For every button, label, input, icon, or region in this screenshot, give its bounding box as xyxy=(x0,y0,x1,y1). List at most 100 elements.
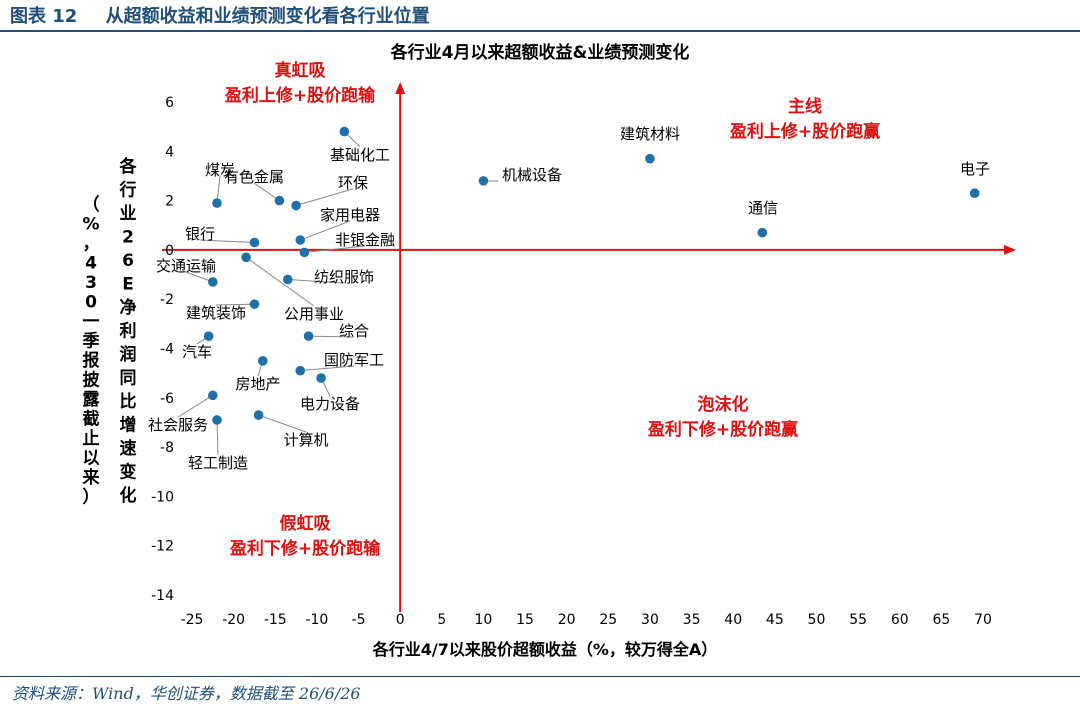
data-point xyxy=(339,126,350,137)
data-point xyxy=(274,195,285,206)
leader-line xyxy=(245,256,315,307)
leader-line xyxy=(304,245,366,253)
y-label-char: 4 xyxy=(85,254,97,274)
figure-title: 图表 12 从超额收益和业绩预测变化看各行业位置 xyxy=(10,2,430,28)
x-tick-label: 60 xyxy=(891,612,909,628)
y-label-char: 各 xyxy=(119,156,138,177)
x-tick-label: -20 xyxy=(222,612,245,628)
source-note: 资料来源：Wind，华创证券，数据截至 26/6/26 xyxy=(12,684,361,703)
point-label: 综合 xyxy=(339,322,369,340)
x-tick-label: 50 xyxy=(808,612,826,628)
y-axis-arrow xyxy=(395,82,406,94)
point-label: 有色金属 xyxy=(224,168,284,186)
y-label-char: 业 xyxy=(120,204,137,224)
bottom-rule xyxy=(0,676,1080,677)
data-point xyxy=(478,176,489,186)
point-label: 房地产 xyxy=(235,375,280,393)
x-tick-label: -10 xyxy=(305,612,328,628)
point-label: 煤炭 xyxy=(205,161,235,179)
point-label: 轻工制造 xyxy=(188,454,248,472)
y-label-char: 报 xyxy=(83,350,100,371)
point-label: 建筑材料 xyxy=(620,125,680,143)
data-point xyxy=(757,227,768,238)
y-tick-label: 0 xyxy=(165,243,174,259)
data-point xyxy=(295,365,306,376)
y-label-char: 季 xyxy=(83,331,100,352)
quadrant-title: 真虹吸 xyxy=(275,60,327,81)
leader-line xyxy=(308,335,355,338)
y-label-char: 截 xyxy=(83,409,100,430)
y-tick-label: -2 xyxy=(160,292,174,308)
figure-label: 图表 12 xyxy=(10,6,78,27)
data-point xyxy=(645,153,655,164)
x-axis-label: 各行业4/7以来股价超额收益（%，较万得全A） xyxy=(372,640,718,659)
leader-line xyxy=(295,188,354,207)
point-label: 交通运输 xyxy=(156,257,216,275)
y-label-char: ） xyxy=(83,487,100,508)
data-point xyxy=(295,235,306,245)
tick-labels: -25 -20 -15 -10 -5 0 5 10 15 20 25 30 35 40 45 50 55 60 65… xyxy=(151,95,992,628)
y-label-char: 比 xyxy=(120,391,137,412)
leader-line xyxy=(177,394,214,418)
data-point xyxy=(241,252,251,263)
x-tick-label: 40 xyxy=(724,612,742,628)
y-tick-label: -14 xyxy=(151,588,174,604)
y-label-char: ， xyxy=(83,234,100,254)
y-label-char: 行 xyxy=(119,180,137,201)
point-label: 环保 xyxy=(338,174,368,192)
chart-title: 各行业4月以来超额收益&业绩预测变化 xyxy=(390,42,690,63)
x-tick-label: 35 xyxy=(683,612,701,628)
y-label-char: 以 xyxy=(83,449,100,469)
leader-line xyxy=(215,303,255,306)
y-tick-label: -10 xyxy=(151,489,174,505)
point-label: 汽车 xyxy=(182,343,212,361)
point-label: 电力设备 xyxy=(300,395,360,413)
leader-line xyxy=(300,220,351,241)
leader-line xyxy=(216,419,219,456)
point-label: 非银金融 xyxy=(335,231,395,249)
x-tick-label: 65 xyxy=(932,612,950,628)
y-label-char: 止 xyxy=(83,428,100,449)
point-label: 纺织服饰 xyxy=(314,268,374,286)
point-label: 计算机 xyxy=(283,431,328,449)
data-point xyxy=(208,390,218,401)
y-label-char: 3 xyxy=(85,273,97,293)
y-label-char: 增 xyxy=(120,415,137,436)
point-label: 建筑装饰 xyxy=(186,304,246,322)
quadrant-subtitle: 盈利上修+股价跑赢 xyxy=(729,121,880,142)
point-label: 基础化工 xyxy=(330,146,390,164)
x-tick-label: -5 xyxy=(352,612,366,628)
x-tick-label: -15 xyxy=(264,612,287,628)
y-label-char: 披 xyxy=(83,370,101,391)
x-tick-label: 10 xyxy=(475,612,493,628)
point-label: 电子 xyxy=(960,160,990,178)
y-tick-label: -12 xyxy=(151,539,174,555)
y-tick-label: -8 xyxy=(160,440,174,456)
x-tick-label: 0 xyxy=(396,612,405,628)
y-label-char: 露 xyxy=(83,390,101,410)
x-tick-label: 25 xyxy=(599,612,617,628)
y-tick-label: -4 xyxy=(160,342,174,358)
point-label: 银行 xyxy=(185,225,215,243)
point-label: 通信 xyxy=(748,199,778,217)
data-point xyxy=(316,373,326,383)
data-point xyxy=(303,331,314,341)
quadrant-title: 假虹吸 xyxy=(280,513,332,534)
point-label: 家用电器 xyxy=(320,206,380,224)
leader-line xyxy=(253,182,280,202)
y-label-char: 一 xyxy=(83,312,100,332)
x-tick-label: 45 xyxy=(766,612,784,628)
data-point xyxy=(257,356,268,366)
quadrant-subtitle: 盈利上修+股价跑输 xyxy=(224,85,376,106)
leader-line xyxy=(258,414,307,433)
y-label-char: （ xyxy=(83,194,100,215)
y-label-char: 2 xyxy=(122,228,134,248)
data-point xyxy=(249,237,260,248)
point-label: 公用事业 xyxy=(284,305,344,323)
quadrant-title: 主线 xyxy=(788,96,822,117)
data-point xyxy=(969,188,980,199)
data-points xyxy=(203,126,980,425)
data-point xyxy=(203,331,214,341)
